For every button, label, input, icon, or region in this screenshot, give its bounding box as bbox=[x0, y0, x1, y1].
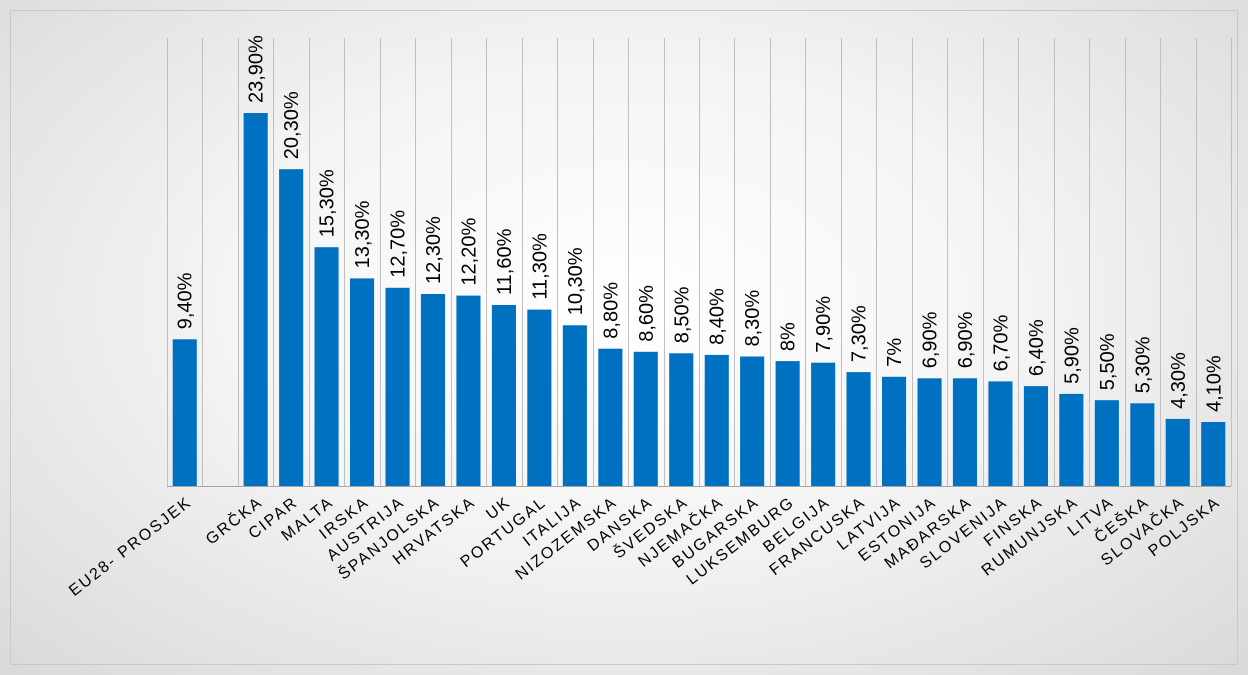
bar bbox=[172, 339, 197, 486]
bar bbox=[1023, 386, 1048, 486]
bar bbox=[811, 362, 836, 486]
value-label: 10,30% bbox=[565, 247, 587, 315]
value-label: 6,40% bbox=[1026, 319, 1048, 376]
category-label: EU28- PROSJEK bbox=[66, 494, 195, 600]
value-label: 11,60% bbox=[494, 228, 516, 295]
bars bbox=[172, 113, 1226, 486]
value-label: 12,70% bbox=[388, 210, 410, 278]
value-label: 7,90% bbox=[813, 296, 835, 353]
bar bbox=[527, 309, 552, 486]
value-label: 4,10% bbox=[1203, 355, 1225, 412]
value-label: 4,30% bbox=[1168, 352, 1190, 409]
bar bbox=[420, 294, 445, 486]
bar bbox=[704, 354, 729, 486]
value-label: 6,90% bbox=[920, 311, 942, 368]
value-label: 11,30% bbox=[529, 233, 551, 300]
bar bbox=[385, 287, 410, 486]
bar bbox=[1201, 422, 1226, 486]
bar bbox=[456, 295, 481, 486]
value-label: 7,30% bbox=[849, 305, 871, 362]
bar bbox=[350, 278, 375, 486]
value-label: 6,90% bbox=[955, 311, 977, 368]
value-label: 8,60% bbox=[636, 285, 658, 342]
value-label: 15,30% bbox=[317, 169, 339, 237]
bar bbox=[846, 372, 871, 486]
value-label: 5,50% bbox=[1097, 333, 1119, 390]
bar bbox=[775, 361, 800, 486]
bar bbox=[882, 376, 907, 486]
value-label: 9,40% bbox=[175, 272, 197, 329]
bar bbox=[243, 113, 268, 486]
bar bbox=[314, 247, 339, 486]
bar bbox=[1059, 393, 1084, 486]
bar bbox=[988, 381, 1013, 486]
bar bbox=[1165, 418, 1190, 486]
bar bbox=[1094, 400, 1119, 486]
bar bbox=[740, 356, 765, 486]
value-label: 12,30% bbox=[423, 216, 445, 284]
value-label: 5,90% bbox=[1061, 327, 1083, 384]
value-label: 8,30% bbox=[742, 290, 764, 347]
bar bbox=[633, 351, 658, 486]
bar bbox=[917, 378, 942, 486]
value-label: 12,20% bbox=[459, 218, 481, 286]
category-labels: EU28- PROSJEK GRČKACIPARMALTAIRSKAAUSTRIJ… bbox=[66, 492, 1224, 600]
value-label: 8% bbox=[778, 322, 800, 351]
value-label: 23,90% bbox=[246, 35, 268, 103]
bar bbox=[952, 378, 977, 486]
value-label: 5,30% bbox=[1132, 336, 1154, 393]
bar bbox=[491, 305, 516, 486]
value-label: 8,50% bbox=[671, 286, 693, 343]
value-label: 20,30% bbox=[281, 91, 303, 159]
value-labels: 9,40% 23,90% 20,30% 15,30% 13,30% 12,70% 12,30… bbox=[175, 35, 1226, 412]
value-label: 7% bbox=[884, 338, 906, 367]
value-label: 8,40% bbox=[707, 288, 729, 345]
bar bbox=[598, 348, 623, 486]
value-label: 6,70% bbox=[991, 314, 1013, 371]
value-label: 8,80% bbox=[600, 282, 622, 339]
grid-lines bbox=[167, 38, 1232, 486]
bar bbox=[279, 169, 304, 486]
value-label: 13,30% bbox=[352, 200, 374, 268]
chart-border bbox=[10, 10, 1238, 665]
bar bbox=[562, 325, 587, 486]
bar bbox=[1130, 403, 1155, 486]
bar bbox=[669, 353, 694, 486]
